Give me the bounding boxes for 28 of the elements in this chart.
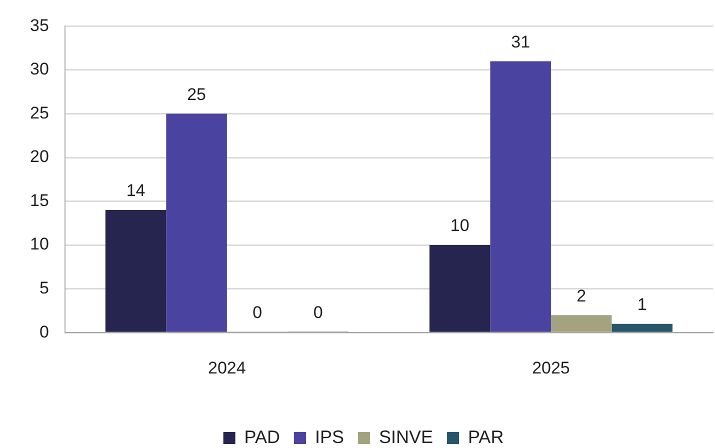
data-label: 14 xyxy=(126,181,146,200)
data-label: 25 xyxy=(187,84,206,104)
legend-label: PAD xyxy=(244,426,280,447)
bar xyxy=(550,315,612,332)
data-label: 31 xyxy=(511,32,530,52)
y-tick-label: 25 xyxy=(30,103,49,122)
bar xyxy=(490,61,551,332)
data-label: 0 xyxy=(313,302,323,322)
y-tick-label: 10 xyxy=(30,234,49,254)
bar xyxy=(105,210,166,332)
bar xyxy=(166,114,227,332)
bar xyxy=(612,324,672,332)
data-label: 0 xyxy=(252,302,262,322)
y-tick-label: 20 xyxy=(30,147,49,166)
data-label: 10 xyxy=(450,216,470,236)
data-label: 2 xyxy=(576,286,586,306)
y-tick-label: 0 xyxy=(39,322,49,342)
legend-label: PAR xyxy=(468,426,504,447)
bar xyxy=(429,245,490,332)
y-tick-label: 5 xyxy=(39,278,49,298)
data-label: 1 xyxy=(637,295,647,314)
y-tick-label: 35 xyxy=(30,16,49,35)
x-tick-label: 2024 xyxy=(208,358,246,378)
y-tick-label: 30 xyxy=(30,60,49,79)
x-tick-label: 2025 xyxy=(532,358,570,378)
legend-label: SINVE xyxy=(379,426,434,447)
y-tick-label: 15 xyxy=(30,190,49,210)
legend-label: IPS xyxy=(314,426,344,447)
